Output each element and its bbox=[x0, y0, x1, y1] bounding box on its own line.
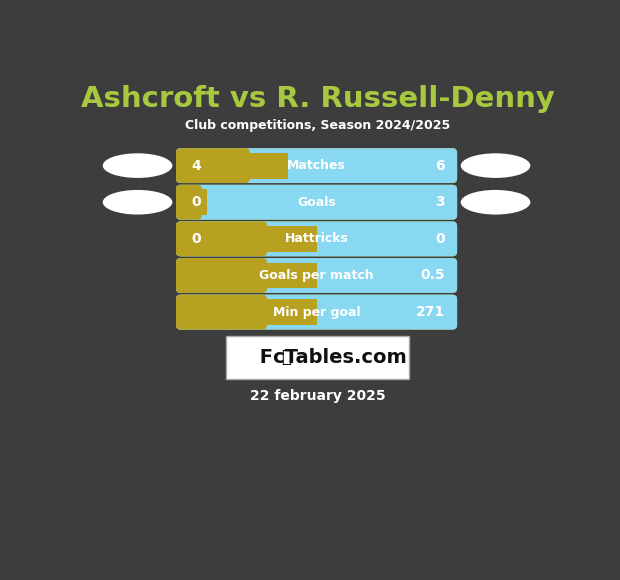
FancyBboxPatch shape bbox=[176, 185, 457, 220]
FancyBboxPatch shape bbox=[176, 258, 457, 293]
Text: 4: 4 bbox=[192, 158, 201, 173]
Text: Club competitions, Season 2024/2025: Club competitions, Season 2024/2025 bbox=[185, 119, 450, 132]
FancyBboxPatch shape bbox=[176, 222, 457, 256]
Text: 0: 0 bbox=[192, 195, 201, 209]
Text: 3: 3 bbox=[435, 195, 445, 209]
Text: Ashcroft vs R. Russell-Denny: Ashcroft vs R. Russell-Denny bbox=[81, 85, 555, 113]
Text: 0: 0 bbox=[192, 232, 201, 246]
FancyBboxPatch shape bbox=[176, 148, 457, 183]
Text: FcTables.com: FcTables.com bbox=[253, 348, 407, 367]
FancyBboxPatch shape bbox=[176, 148, 457, 183]
FancyBboxPatch shape bbox=[176, 258, 267, 293]
Text: Goals per match: Goals per match bbox=[259, 269, 374, 282]
FancyBboxPatch shape bbox=[176, 295, 457, 329]
FancyBboxPatch shape bbox=[176, 148, 250, 183]
Ellipse shape bbox=[103, 153, 172, 178]
FancyBboxPatch shape bbox=[176, 185, 457, 220]
FancyBboxPatch shape bbox=[176, 148, 457, 183]
Text: 271: 271 bbox=[416, 305, 445, 319]
Text: 📊: 📊 bbox=[281, 348, 291, 366]
FancyBboxPatch shape bbox=[176, 258, 457, 293]
Text: 0: 0 bbox=[435, 232, 445, 246]
Text: 22 february 2025: 22 february 2025 bbox=[250, 389, 386, 403]
Bar bbox=[181, 226, 317, 252]
FancyBboxPatch shape bbox=[176, 185, 457, 220]
Bar bbox=[181, 263, 317, 288]
FancyBboxPatch shape bbox=[176, 222, 457, 256]
Bar bbox=[181, 189, 206, 215]
Bar bbox=[181, 299, 317, 325]
Text: Hattricks: Hattricks bbox=[285, 233, 348, 245]
FancyBboxPatch shape bbox=[176, 295, 457, 329]
Ellipse shape bbox=[103, 190, 172, 215]
Ellipse shape bbox=[461, 190, 530, 215]
FancyBboxPatch shape bbox=[176, 222, 267, 256]
FancyBboxPatch shape bbox=[176, 295, 267, 329]
FancyBboxPatch shape bbox=[176, 222, 457, 256]
FancyBboxPatch shape bbox=[176, 258, 457, 293]
Text: Goals: Goals bbox=[297, 195, 336, 209]
Text: 0.5: 0.5 bbox=[420, 269, 445, 282]
Text: 6: 6 bbox=[435, 158, 445, 173]
Bar bbox=[181, 153, 288, 179]
Ellipse shape bbox=[461, 153, 530, 178]
FancyBboxPatch shape bbox=[226, 336, 409, 379]
FancyBboxPatch shape bbox=[176, 295, 457, 329]
Text: Min per goal: Min per goal bbox=[273, 306, 360, 318]
Text: Matches: Matches bbox=[287, 159, 346, 172]
FancyBboxPatch shape bbox=[176, 185, 202, 220]
